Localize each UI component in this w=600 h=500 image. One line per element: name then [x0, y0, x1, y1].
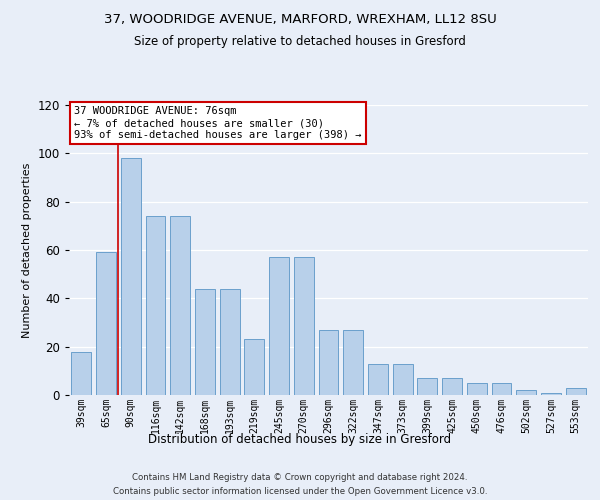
Bar — [146, 216, 166, 395]
Text: Contains public sector information licensed under the Open Government Licence v3: Contains public sector information licen… — [113, 488, 487, 496]
Text: Distribution of detached houses by size in Gresford: Distribution of detached houses by size … — [148, 432, 452, 446]
Bar — [368, 364, 388, 395]
Bar — [343, 330, 363, 395]
Bar — [541, 392, 561, 395]
Bar — [269, 258, 289, 395]
Text: Contains HM Land Registry data © Crown copyright and database right 2024.: Contains HM Land Registry data © Crown c… — [132, 472, 468, 482]
Text: Size of property relative to detached houses in Gresford: Size of property relative to detached ho… — [134, 35, 466, 48]
Bar — [195, 288, 215, 395]
Bar — [517, 390, 536, 395]
Text: 37, WOODRIDGE AVENUE, MARFORD, WREXHAM, LL12 8SU: 37, WOODRIDGE AVENUE, MARFORD, WREXHAM, … — [104, 12, 496, 26]
Bar — [121, 158, 140, 395]
Bar — [393, 364, 413, 395]
Bar — [319, 330, 338, 395]
Bar — [467, 383, 487, 395]
Bar — [442, 378, 462, 395]
Bar — [96, 252, 116, 395]
Bar — [294, 258, 314, 395]
Bar — [418, 378, 437, 395]
Bar — [491, 383, 511, 395]
Bar — [71, 352, 91, 395]
Bar — [220, 288, 239, 395]
Bar — [566, 388, 586, 395]
Bar — [170, 216, 190, 395]
Bar — [244, 340, 264, 395]
Text: 37 WOODRIDGE AVENUE: 76sqm
← 7% of detached houses are smaller (30)
93% of semi-: 37 WOODRIDGE AVENUE: 76sqm ← 7% of detac… — [74, 106, 362, 140]
Y-axis label: Number of detached properties: Number of detached properties — [22, 162, 32, 338]
